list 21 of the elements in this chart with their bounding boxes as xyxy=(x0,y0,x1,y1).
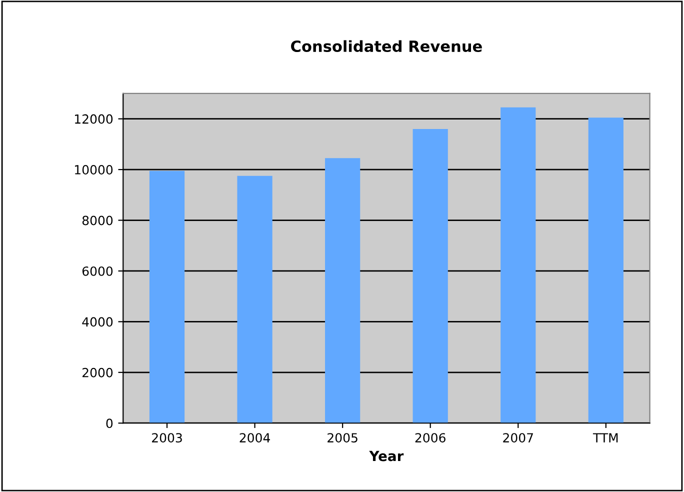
x-tick-label: TTM xyxy=(592,433,618,442)
bar xyxy=(149,170,185,424)
bar xyxy=(237,176,272,424)
x-axis-title: Year xyxy=(369,450,404,462)
x-tick-label: 2007 xyxy=(503,433,533,443)
y-tick-label: 0 xyxy=(106,418,113,428)
x-tick-label: 2006 xyxy=(415,433,446,443)
y-tick-label: 2000 xyxy=(82,368,113,378)
y-tick-label: 8000 xyxy=(82,216,113,226)
y-tick-label: 6000 xyxy=(82,266,113,276)
x-tick-label: 2003 xyxy=(152,433,182,443)
y-tick-label: 4000 xyxy=(82,317,113,327)
y-tick-label: 12000 xyxy=(75,114,113,124)
x-tick-label: 2005 xyxy=(328,433,358,443)
x-tick-label: 2004 xyxy=(240,433,270,443)
bar xyxy=(412,128,448,424)
y-tick-label: 10000 xyxy=(75,165,113,174)
bar xyxy=(500,107,536,424)
bar xyxy=(325,158,360,424)
bar xyxy=(588,118,624,424)
chart-title: Consolidated Revenue xyxy=(291,40,482,52)
